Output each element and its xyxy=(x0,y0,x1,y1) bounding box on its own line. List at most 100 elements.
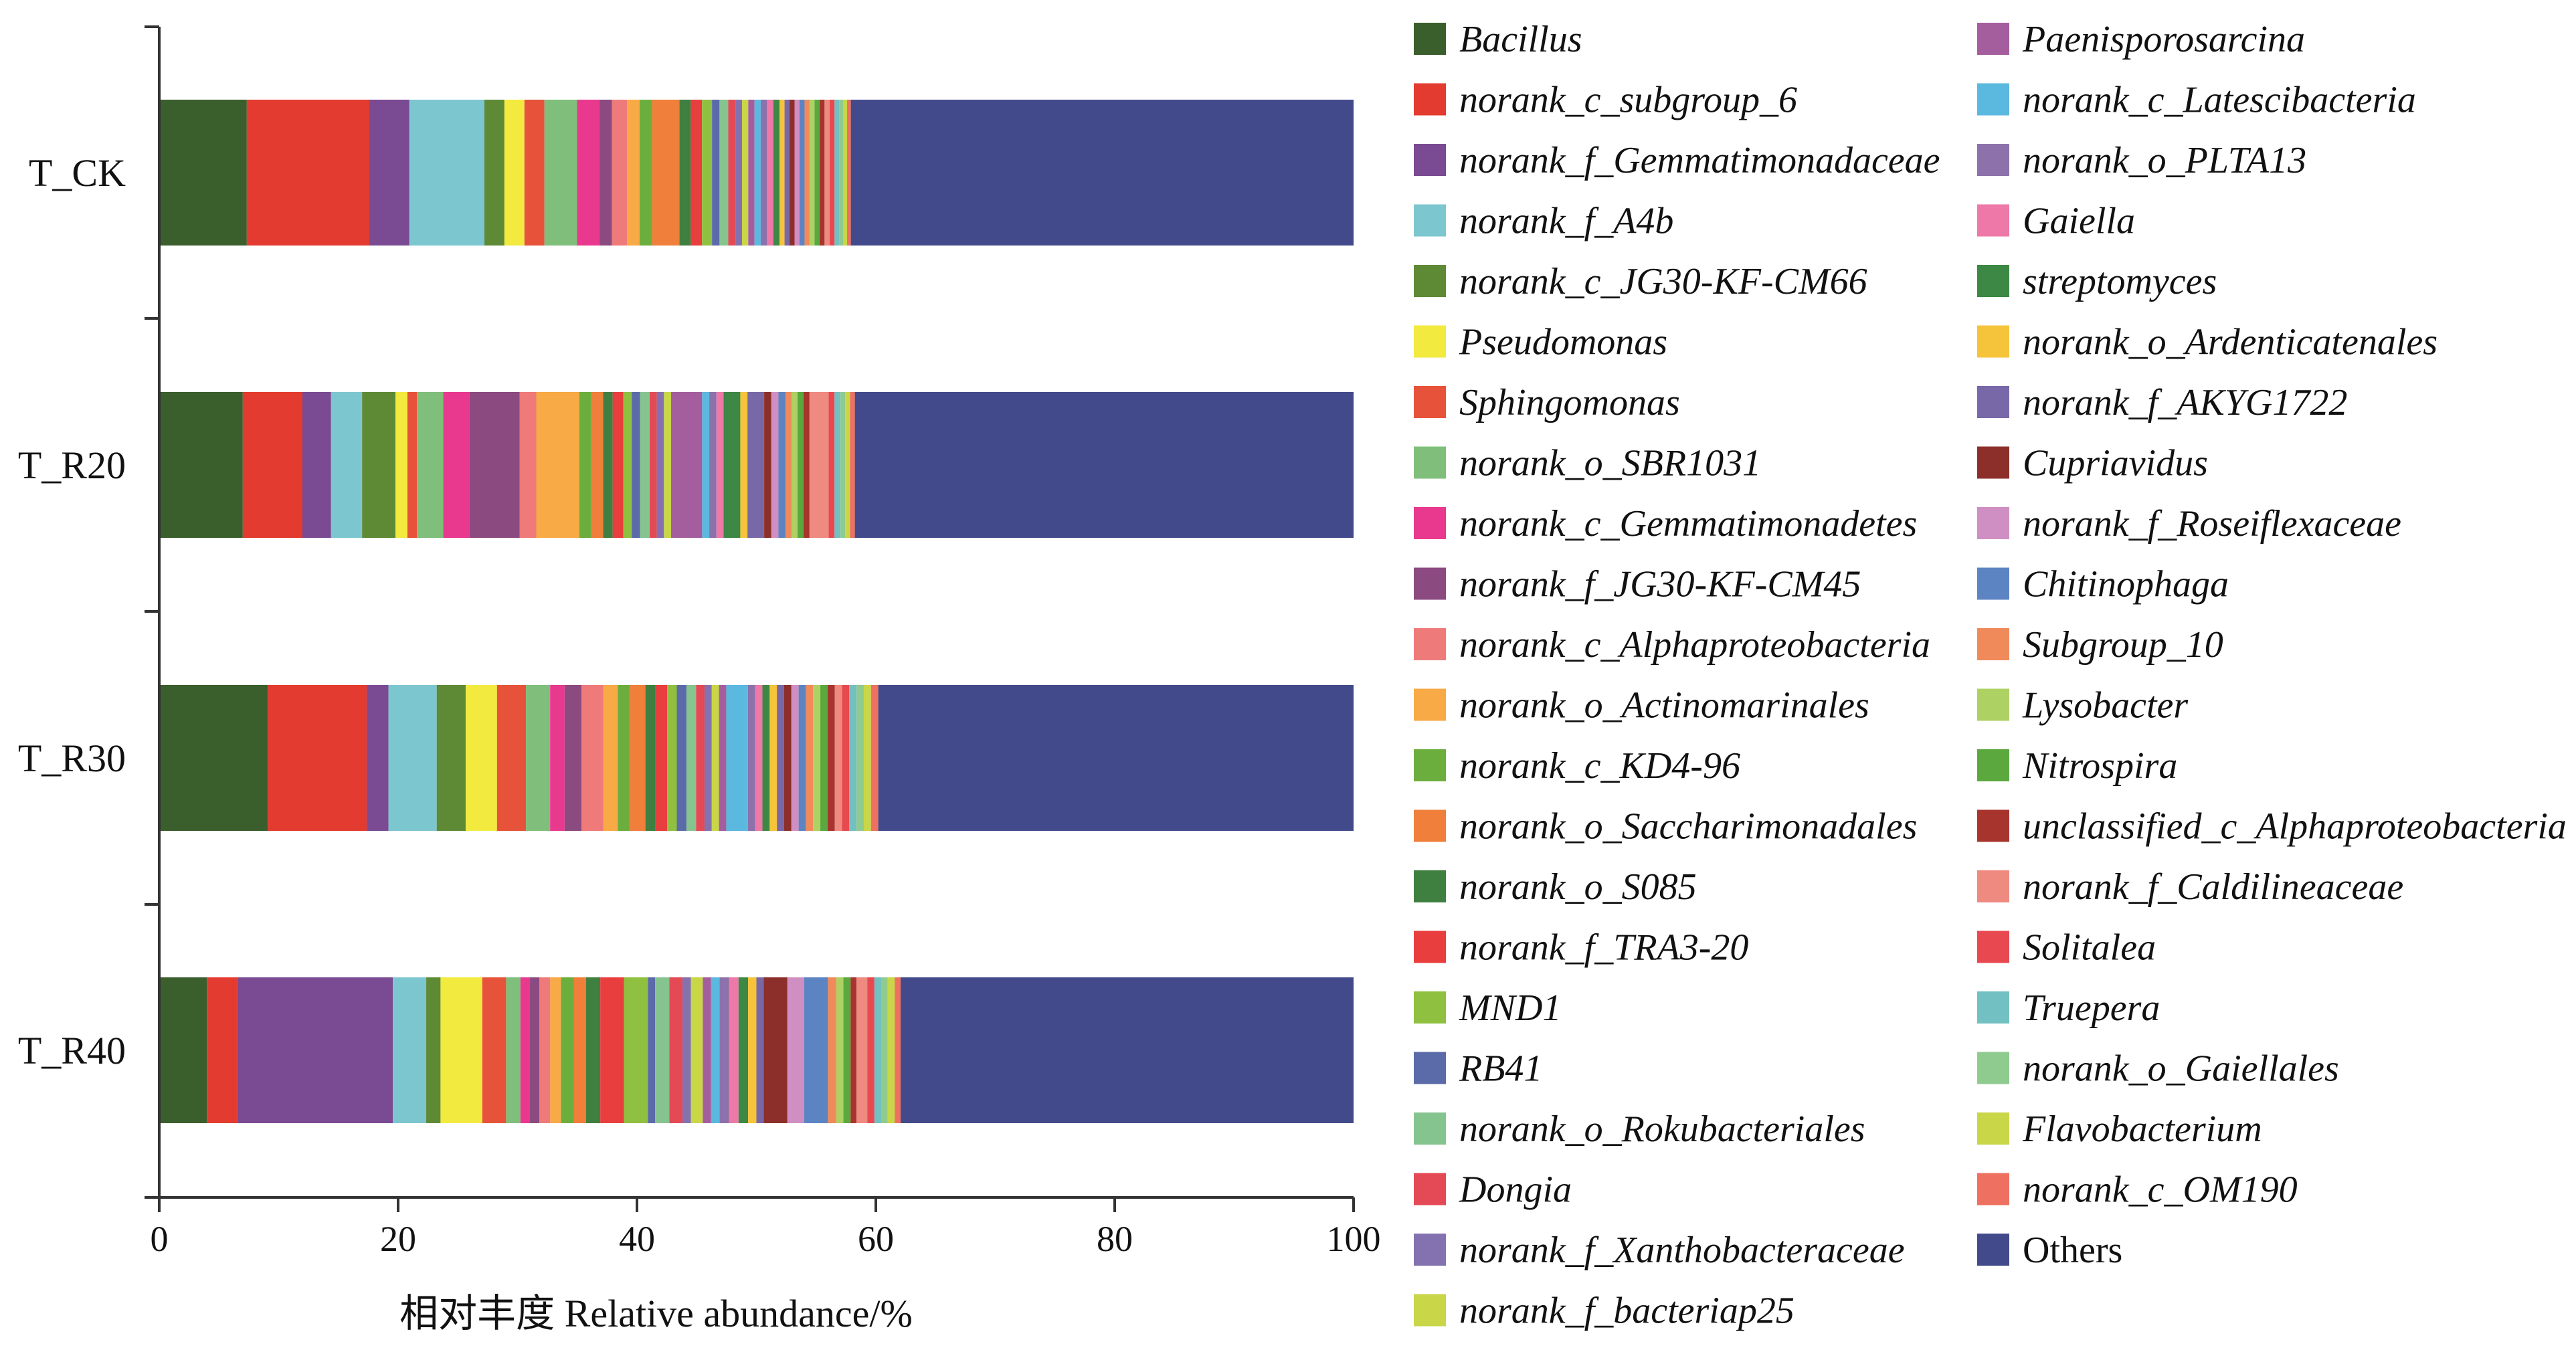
bar-segment xyxy=(395,392,407,538)
bar-segment xyxy=(729,977,739,1123)
legend-swatch xyxy=(1414,265,1446,297)
legend-label: norank_o_PLTA13 xyxy=(2023,140,2306,181)
legend-label: Solitalea xyxy=(2023,927,2156,969)
bar-segment xyxy=(696,685,705,831)
x-tick-label: 80 xyxy=(1097,1219,1133,1259)
legend-item: unclassified_c_Alphaproteobacteria xyxy=(1977,806,2567,848)
legend-swatch xyxy=(1977,1173,2009,1205)
legend-swatch xyxy=(1414,628,1446,660)
bar-segment xyxy=(652,100,680,246)
bar-segment xyxy=(691,977,703,1123)
bar-segment xyxy=(159,392,243,538)
legend-label: Truepera xyxy=(2023,987,2160,1029)
bar-segment xyxy=(618,685,630,831)
bar-segment xyxy=(709,392,717,538)
bar-segment xyxy=(238,977,393,1123)
legend-label: norank_f_Caldilineaceae xyxy=(2023,866,2403,908)
legend-swatch xyxy=(1414,688,1446,721)
legend-item: norank_o_Saccharimonadales xyxy=(1414,806,1917,848)
legend-item: RB41 xyxy=(1414,1048,1542,1090)
bar-segment xyxy=(735,100,743,246)
bar-segment xyxy=(738,977,749,1123)
bar-segment xyxy=(703,977,711,1123)
bar-segment xyxy=(870,685,879,831)
legend-item: norank_c_KD4-96 xyxy=(1414,745,1740,787)
axes-layer: T_CK T_R20 T_R30 T_R40 0 20 40 60 80 100 xyxy=(18,25,1381,1259)
bar-segment xyxy=(656,392,664,538)
legend-label: norank_o_Gaiellales xyxy=(2023,1048,2339,1090)
legend-label: norank_o_S085 xyxy=(1459,866,1697,908)
legend-swatch xyxy=(1414,144,1446,176)
bar-segment xyxy=(719,100,729,246)
bar-segment xyxy=(624,977,648,1123)
bar-segment xyxy=(794,100,800,246)
bar-segment xyxy=(790,100,795,246)
legend-swatch xyxy=(1414,567,1446,600)
legend-swatch xyxy=(1414,870,1446,902)
category-label: T_R20 xyxy=(18,444,126,487)
bar-segment xyxy=(536,392,579,538)
legend-label: Pseudomonas xyxy=(1459,322,1667,363)
legend-swatch xyxy=(1977,809,2009,842)
legend-item: Sphingomonas xyxy=(1414,382,1680,423)
legend-item: Truepera xyxy=(1977,987,2160,1029)
bar-segment xyxy=(484,100,504,246)
legend-swatch xyxy=(1977,1234,2009,1266)
legend-swatch xyxy=(1977,688,2009,721)
bar-segment xyxy=(504,100,525,246)
legend-item: norank_f_Gemmatimonadaceae xyxy=(1414,140,1940,181)
legend-item: norank_f_Roseiflexaceae xyxy=(1977,503,2401,545)
legend-swatch xyxy=(1977,265,2009,297)
legend-label: Nitrospira xyxy=(2022,745,2177,787)
bar-segment xyxy=(804,100,810,246)
bar-segment xyxy=(836,977,844,1123)
bar-segment xyxy=(771,392,779,538)
bar-group-T_R40 xyxy=(159,977,1354,1123)
bar-segment xyxy=(747,392,765,538)
legend-item: norank_o_PLTA13 xyxy=(1977,140,2306,181)
bar-segment xyxy=(577,100,600,246)
legend-label: norank_f_JG30-KF-CM45 xyxy=(1459,564,1861,605)
bar-segment xyxy=(784,100,790,246)
bar-segment xyxy=(824,100,830,246)
bar-segment xyxy=(827,685,835,831)
bar-segment xyxy=(407,392,418,538)
bar-segment xyxy=(712,100,720,246)
bar-segment xyxy=(702,100,713,246)
bar-segment xyxy=(809,100,815,246)
bar-segment xyxy=(728,100,736,246)
bar-segment xyxy=(834,392,841,538)
legend-swatch xyxy=(1977,931,2009,963)
legend: Bacillus norank_c_subgroup_6 norank_f_Gemm… xyxy=(1414,19,2567,1332)
legend-item: Cupriavidus xyxy=(1977,443,2208,484)
bar-segment xyxy=(755,685,763,831)
bar-segment xyxy=(828,977,836,1123)
legend-label: norank_f_TRA3-20 xyxy=(1459,927,1748,969)
bar-segment xyxy=(842,685,850,831)
legend-item: norank_f_Caldilineaceae xyxy=(1977,866,2403,908)
bar-segment xyxy=(854,392,1354,538)
legend-item: norank_f_bacteriap25 xyxy=(1414,1290,1795,1332)
bar-segment xyxy=(839,100,844,246)
legend-item: norank_f_TRA3-20 xyxy=(1414,927,1748,969)
legend-item: norank_c_Latescibacteria xyxy=(1977,80,2416,121)
bar-segment xyxy=(585,977,601,1123)
bar-segment xyxy=(639,100,652,246)
bar-segment xyxy=(544,100,577,246)
bar-segment xyxy=(443,392,470,538)
bar-segment xyxy=(828,392,835,538)
bar-segment xyxy=(640,392,650,538)
bar-segment xyxy=(426,977,441,1123)
bar-segment xyxy=(874,977,882,1123)
legend-item: Bacillus xyxy=(1414,19,1582,60)
bar-segment xyxy=(867,977,875,1123)
bar-segment xyxy=(856,977,868,1123)
legend-swatch xyxy=(1414,1112,1446,1145)
legend-label: Gaiella xyxy=(2023,201,2135,242)
bar-segment xyxy=(762,685,770,831)
bar-segment xyxy=(769,685,777,831)
legend-label: MND1 xyxy=(1459,987,1561,1029)
bar-segment xyxy=(843,977,851,1123)
bar-segment xyxy=(369,100,409,246)
legend-swatch xyxy=(1414,1052,1446,1084)
